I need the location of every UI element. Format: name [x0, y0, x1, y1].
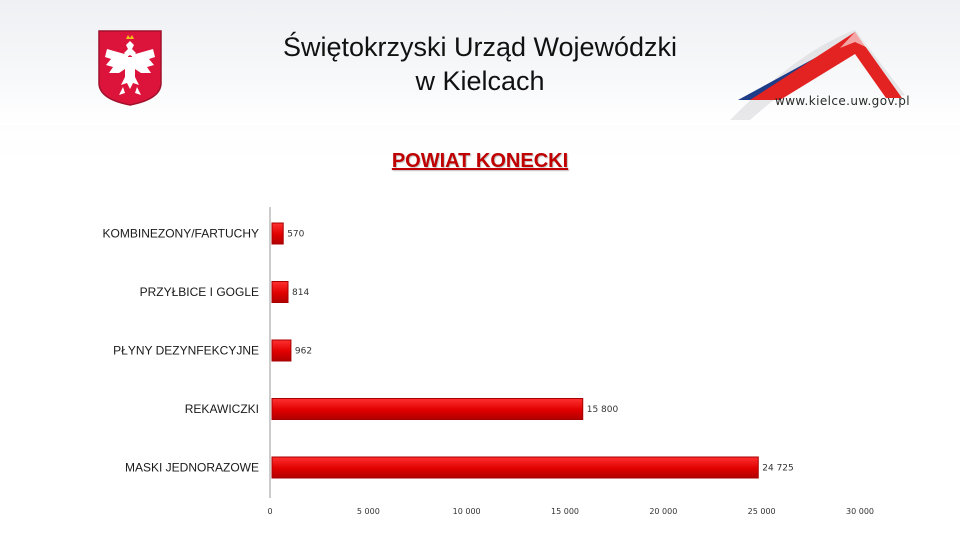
x-tick-label: 30 000 — [846, 507, 874, 516]
polish-eagle-emblem-icon — [98, 30, 162, 106]
category-label: MASKI JEDNORAZOWE — [125, 461, 259, 475]
category-label: KOMBINEZONY/FARTUCHY — [103, 227, 259, 241]
value-label: 24 725 — [762, 464, 794, 474]
bar[interactable] — [271, 456, 759, 479]
office-title-line1: Świętokrzyski Urząd Wojewódzki — [282, 32, 678, 62]
website-url[interactable]: www.kielce.uw.gov.pl — [775, 94, 910, 108]
office-title: Świętokrzyski Urząd Wojewódzki w Kielcac… — [230, 30, 730, 98]
bar[interactable] — [271, 281, 289, 303]
x-tick-label: 20 000 — [649, 507, 677, 516]
bar[interactable] — [271, 398, 584, 420]
bar[interactable] — [271, 222, 284, 245]
x-tick-label: 0 — [267, 507, 272, 516]
bar[interactable] — [271, 339, 292, 362]
value-label: 15 800 — [587, 405, 619, 415]
x-tick-label: 25 000 — [748, 507, 776, 516]
category-label: REKAWICZKI — [185, 402, 259, 416]
x-tick-label: 5 000 — [357, 507, 380, 516]
chart-title: POWIAT KONECKI — [391, 150, 569, 172]
category-label: PŁYNY DEZYNFEKCYJNE — [113, 344, 259, 358]
value-label: 962 — [295, 347, 312, 357]
mountain-swoosh-icon — [730, 30, 905, 120]
office-title-line2: w Kielcach — [415, 66, 545, 96]
x-tick-label: 15 000 — [551, 507, 579, 516]
x-tick-label: 10 000 — [453, 507, 481, 516]
value-label: 814 — [292, 288, 309, 298]
category-label: PRZYŁBICE I GOGLE — [140, 285, 259, 299]
value-label: 570 — [287, 230, 304, 240]
